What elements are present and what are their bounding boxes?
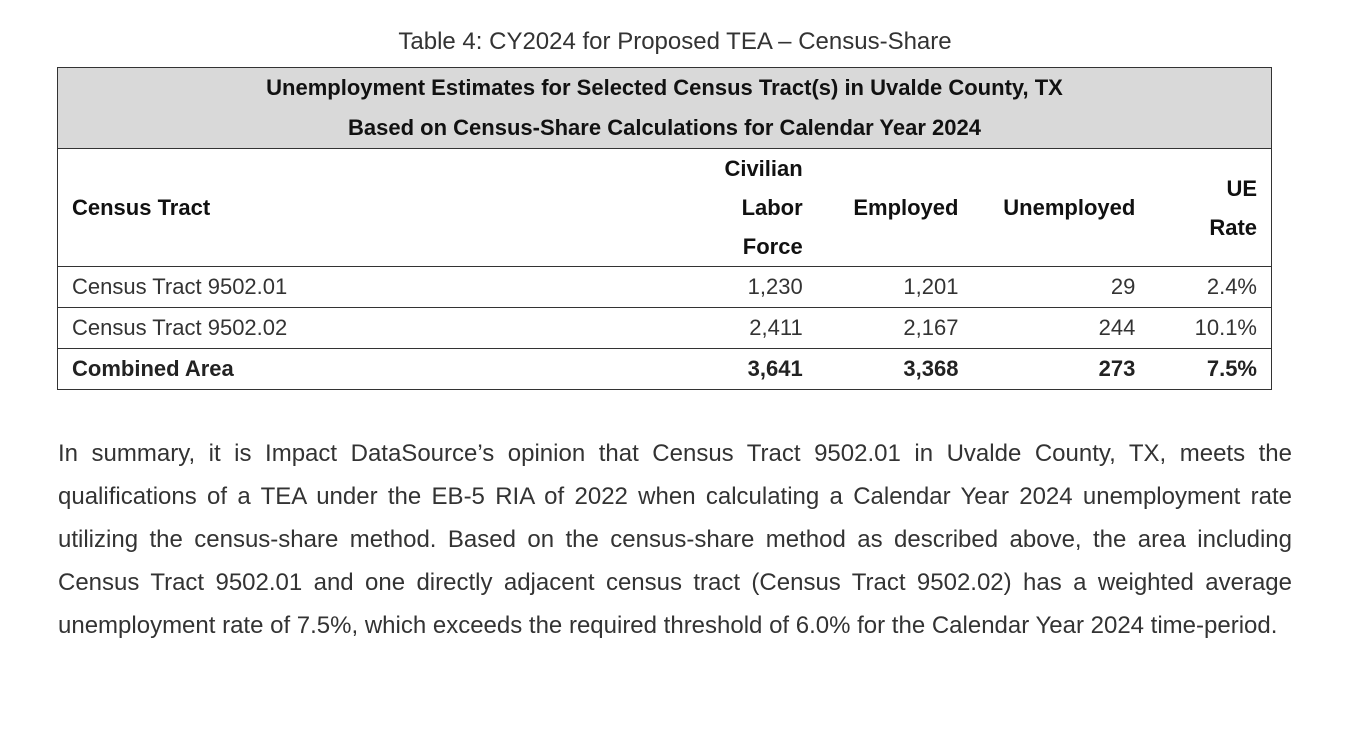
cell: 10.1%: [1149, 307, 1273, 349]
column-header: Employed: [816, 148, 973, 267]
cell: 1,201: [816, 266, 973, 308]
cell: 244: [972, 307, 1150, 349]
column-header: Unemployed: [972, 148, 1150, 267]
cell: 273: [972, 348, 1150, 390]
cell: 29: [972, 266, 1150, 308]
table-row: Census Tract 9502.01 1,230 1,201 29 2.4%: [56, 266, 1273, 308]
cell: 3,641: [672, 348, 817, 390]
cell: 7.5%: [1149, 348, 1273, 390]
unemployment-table: Unemployment Estimates for Selected Cens…: [56, 67, 1273, 390]
cell: 3,368: [816, 348, 973, 390]
cell: 1,230: [672, 266, 817, 308]
table-title-line2: Based on Census-Share Calculations for C…: [57, 108, 1272, 149]
table-title-line1: Unemployment Estimates for Selected Cens…: [57, 67, 1272, 108]
total-row: Combined Area 3,641 3,368 273 7.5%: [56, 348, 1273, 390]
cell: Combined Area: [56, 348, 673, 390]
table-caption: Table 4: CY2024 for Proposed TEA – Censu…: [398, 28, 952, 55]
column-header: Census Tract: [56, 148, 673, 267]
cell: Census Tract 9502.01: [56, 266, 673, 308]
cell: Census Tract 9502.02: [56, 307, 673, 349]
column-header: Civilian Labor Force: [672, 148, 817, 267]
cell: 2.4%: [1149, 266, 1273, 308]
cell: 2,411: [672, 307, 817, 349]
table-row: Census Tract 9502.02 2,411 2,167 244 10.…: [56, 307, 1273, 349]
cell: 2,167: [816, 307, 973, 349]
column-header: UE Rate: [1149, 148, 1273, 267]
summary-paragraph: In summary, it is Impact DataSource’s op…: [58, 440, 1292, 639]
